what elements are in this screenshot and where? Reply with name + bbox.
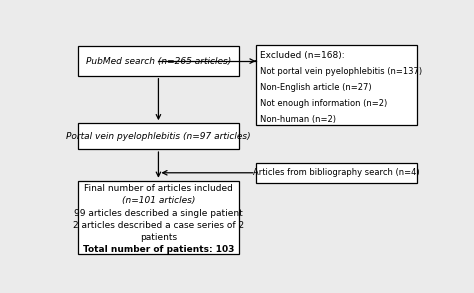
- Text: Not enough information (n=2): Not enough information (n=2): [260, 99, 387, 108]
- Text: PubMed search (n=265 articles): PubMed search (n=265 articles): [86, 57, 231, 66]
- FancyBboxPatch shape: [78, 47, 239, 76]
- Text: Not portal vein pyelophlebitis (n=137): Not portal vein pyelophlebitis (n=137): [260, 67, 422, 76]
- Text: Non-English article (n=27): Non-English article (n=27): [260, 83, 372, 92]
- Text: 2 articles described a case series of 2: 2 articles described a case series of 2: [73, 221, 244, 230]
- Text: patients: patients: [140, 233, 177, 242]
- Text: Articles from bibliography search (n=4): Articles from bibliography search (n=4): [253, 168, 420, 177]
- Text: Non-human (n=2): Non-human (n=2): [260, 115, 336, 124]
- Text: 99 articles described a single patient: 99 articles described a single patient: [74, 209, 243, 218]
- Text: (n=101 articles): (n=101 articles): [122, 196, 195, 205]
- Text: Final number of articles included: Final number of articles included: [84, 184, 233, 193]
- Text: Excluded (n=168):: Excluded (n=168):: [260, 51, 345, 60]
- FancyBboxPatch shape: [256, 45, 418, 125]
- Text: Portal vein pyelophlebitis (n=97 articles): Portal vein pyelophlebitis (n=97 article…: [66, 132, 251, 141]
- FancyBboxPatch shape: [78, 181, 239, 254]
- FancyBboxPatch shape: [256, 163, 418, 183]
- FancyBboxPatch shape: [78, 123, 239, 149]
- Text: Total number of patients: 103: Total number of patients: 103: [83, 245, 234, 254]
